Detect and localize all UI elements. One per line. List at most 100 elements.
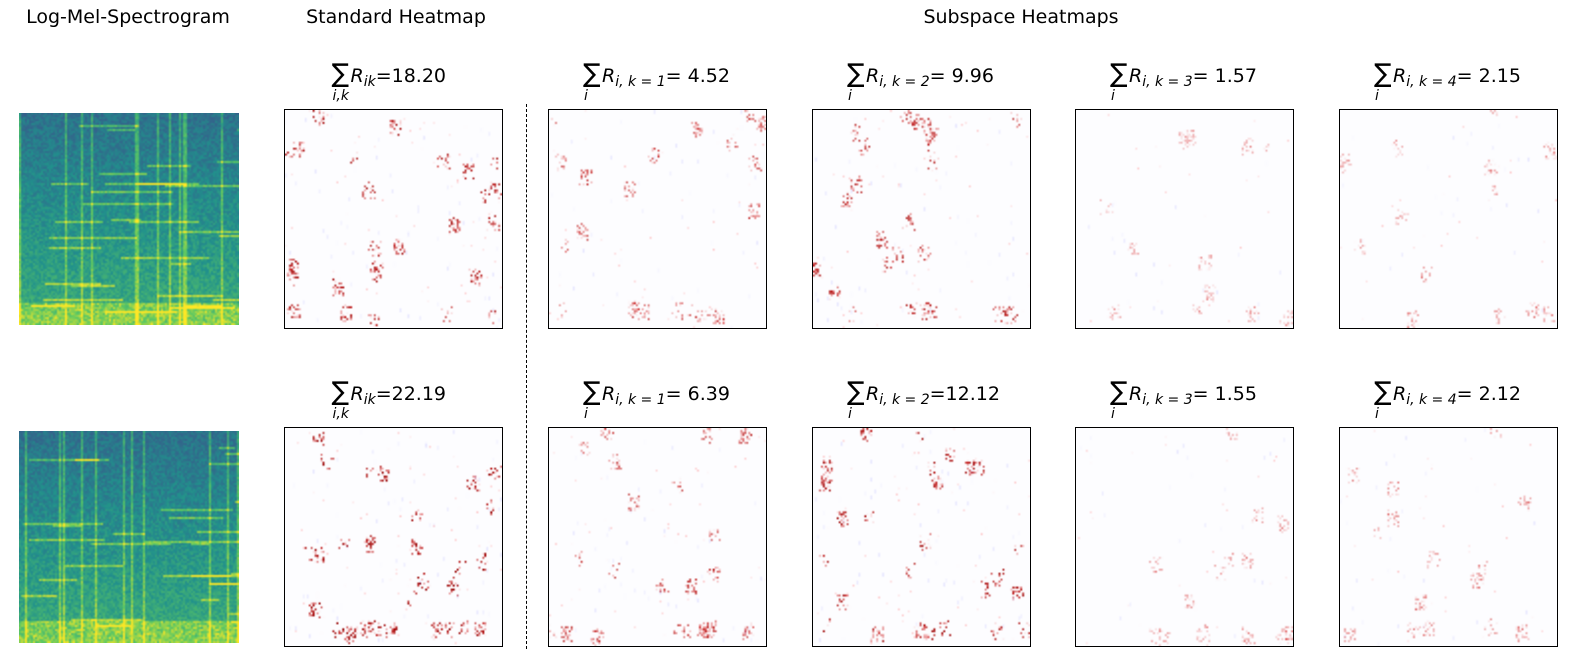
sigma-symbol: ∑ <box>331 59 350 89</box>
relevance-term: Ri, k = 2= 9.96 <box>866 65 994 90</box>
heatmap-cells <box>549 110 766 328</box>
relevance-symbol: R <box>350 383 364 405</box>
relevance-term: Ri, k = 1= 4.52 <box>602 65 730 90</box>
relevance-subscript: ik <box>364 74 376 90</box>
relevance-subscript: i, k = 3 <box>1142 392 1192 408</box>
relevance-subscript-text: i, k = 2 <box>879 74 930 90</box>
relevance-sum-value: =12.12 <box>929 383 1000 405</box>
header-subspace-heatmaps: Subspace Heatmaps <box>923 6 1119 28</box>
subspace-heatmap-1 <box>548 427 767 647</box>
relevance-symbol: R <box>1129 383 1143 405</box>
heatmap-cells <box>1076 428 1293 646</box>
relevance-subscript-text: i, k = 3 <box>1142 392 1193 408</box>
relevance-subscript-text: i, k = 4 <box>1406 74 1457 90</box>
sum-subscript: i <box>1375 88 1379 104</box>
relevance-subscript-text: i, k = 1 <box>615 74 666 90</box>
subspace-heatmap-title: ∑ i Ri, k = 4= 2.15 <box>1374 59 1524 109</box>
sigma-symbol: ∑ <box>847 377 865 407</box>
heatmap-cells <box>549 428 766 646</box>
relevance-subscript: ik <box>364 392 376 408</box>
sigma-symbol: ∑ <box>1110 377 1128 407</box>
relevance-symbol: R <box>602 383 616 405</box>
relevance-subscript: i, k = 2 <box>879 74 929 90</box>
relevance-sum-value: = 2.15 <box>1456 65 1521 87</box>
relevance-subscript-text: ik <box>363 392 376 408</box>
subspace-heatmap-title: ∑ i Ri, k = 3= 1.57 <box>1110 59 1260 109</box>
sum-subscript: i <box>1111 406 1115 422</box>
subspace-heatmap-title: ∑ i Ri, k = 4= 2.12 <box>1374 377 1524 427</box>
relevance-subscript-text: i, k = 4 <box>1406 392 1457 408</box>
sigma-symbol: ∑ <box>1374 59 1392 89</box>
sum-subscript: i <box>584 406 588 422</box>
heatmap-cells <box>1076 110 1293 328</box>
relevance-symbol: R <box>1129 65 1143 87</box>
subspace-heatmap-title: ∑ i Ri, k = 1= 4.52 <box>583 59 733 109</box>
relevance-symbol: R <box>1393 65 1407 87</box>
relevance-subscript-text: i, k = 2 <box>879 392 930 408</box>
relevance-subscript: i, k = 1 <box>615 392 665 408</box>
relevance-term: Ri, k = 3= 1.55 <box>1129 383 1257 408</box>
standard-heatmap <box>284 109 503 329</box>
relevance-symbol: R <box>866 383 880 405</box>
relevance-sum-value: = 9.96 <box>929 65 994 87</box>
sum-subscript: i <box>848 88 852 104</box>
relevance-term: Ri, k = 4= 2.12 <box>1393 383 1521 408</box>
relevance-symbol: R <box>866 65 880 87</box>
sigma-symbol: ∑ <box>1374 377 1392 407</box>
relevance-symbol: R <box>1393 383 1407 405</box>
relevance-subscript: i, k = 3 <box>1142 74 1192 90</box>
subspace-heatmap-4 <box>1339 109 1558 329</box>
relevance-subscript: i, k = 4 <box>1406 392 1456 408</box>
relevance-subscript-text: ik <box>363 74 376 90</box>
relevance-subscript-text: i, k = 1 <box>615 392 666 408</box>
relevance-sum-value: =18.20 <box>375 65 447 87</box>
dashed-divider <box>526 104 527 649</box>
subspace-heatmap-4 <box>1339 427 1558 647</box>
sigma-symbol: ∑ <box>583 377 601 407</box>
sum-subscript: i <box>1111 88 1115 104</box>
header-standard-heatmap: Standard Heatmap <box>306 6 486 28</box>
relevance-term: Ri, k = 2=12.12 <box>866 383 1000 408</box>
sigma-symbol: ∑ <box>583 59 601 89</box>
relevance-term: Ri, k = 3= 1.57 <box>1129 65 1257 90</box>
relevance-sum-value: = 2.12 <box>1456 383 1521 405</box>
heatmap-cells <box>1340 428 1557 646</box>
heatmap-cells <box>813 110 1030 328</box>
sum-subscript: i,k <box>332 88 349 104</box>
relevance-sum-value: = 1.57 <box>1192 65 1257 87</box>
relevance-term: Rik=22.19 <box>351 383 447 408</box>
sigma-symbol: ∑ <box>331 377 350 407</box>
sum-subscript: i <box>848 406 852 422</box>
sum-subscript: i <box>1375 406 1379 422</box>
relevance-sum-value: = 4.52 <box>665 65 730 87</box>
relevance-symbol: R <box>602 65 616 87</box>
log-mel-spectrogram <box>19 113 239 325</box>
heatmap-cells <box>1340 110 1557 328</box>
relevance-term: Ri, k = 1= 6.39 <box>602 383 730 408</box>
relevance-symbol: R <box>350 65 364 87</box>
relevance-subscript: i, k = 2 <box>879 392 929 408</box>
standard-heatmap <box>284 427 503 647</box>
header-spectrogram: Log-Mel-Spectrogram <box>26 6 230 28</box>
sum-subscript: i <box>584 88 588 104</box>
subspace-heatmap-title: ∑ i Ri, k = 3= 1.55 <box>1110 377 1260 427</box>
standard-heatmap-title: ∑ i,k Rik=18.20 <box>332 59 457 109</box>
subspace-heatmap-3 <box>1075 109 1294 329</box>
sigma-symbol: ∑ <box>847 59 865 89</box>
sum-subscript: i,k <box>332 406 349 422</box>
subspace-heatmap-2 <box>812 109 1031 329</box>
relevance-term: Rik=18.20 <box>351 65 447 90</box>
log-mel-spectrogram <box>19 431 239 643</box>
relevance-subscript: i, k = 1 <box>615 74 665 90</box>
heatmap-cells <box>285 428 502 646</box>
relevance-subscript: i, k = 4 <box>1406 74 1456 90</box>
relevance-sum-value: = 6.39 <box>665 383 730 405</box>
subspace-heatmap-title: ∑ i Ri, k = 2= 9.96 <box>847 59 997 109</box>
standard-heatmap-title: ∑ i,k Rik=22.19 <box>332 377 457 427</box>
heatmap-cells <box>813 428 1030 646</box>
subspace-heatmap-title: ∑ i Ri, k = 2=12.12 <box>847 377 1000 427</box>
subspace-heatmap-1 <box>548 109 767 329</box>
subspace-heatmap-2 <box>812 427 1031 647</box>
relevance-term: Ri, k = 4= 2.15 <box>1393 65 1521 90</box>
